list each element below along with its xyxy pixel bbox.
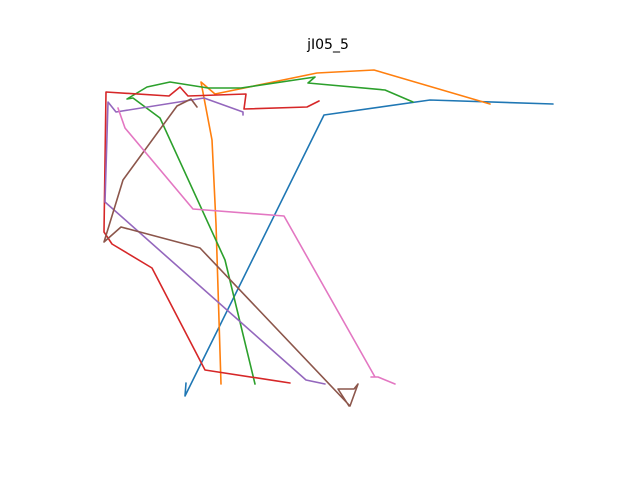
series-line-7	[117, 107, 396, 385]
series-line-4	[103, 86, 320, 384]
chart-title: jI05_5	[306, 37, 349, 53]
series-layer	[103, 69, 554, 407]
series-line-3	[126, 76, 414, 385]
series-line-5	[104, 97, 326, 385]
series-line-6	[103, 98, 359, 407]
series-line-1	[184, 99, 554, 397]
